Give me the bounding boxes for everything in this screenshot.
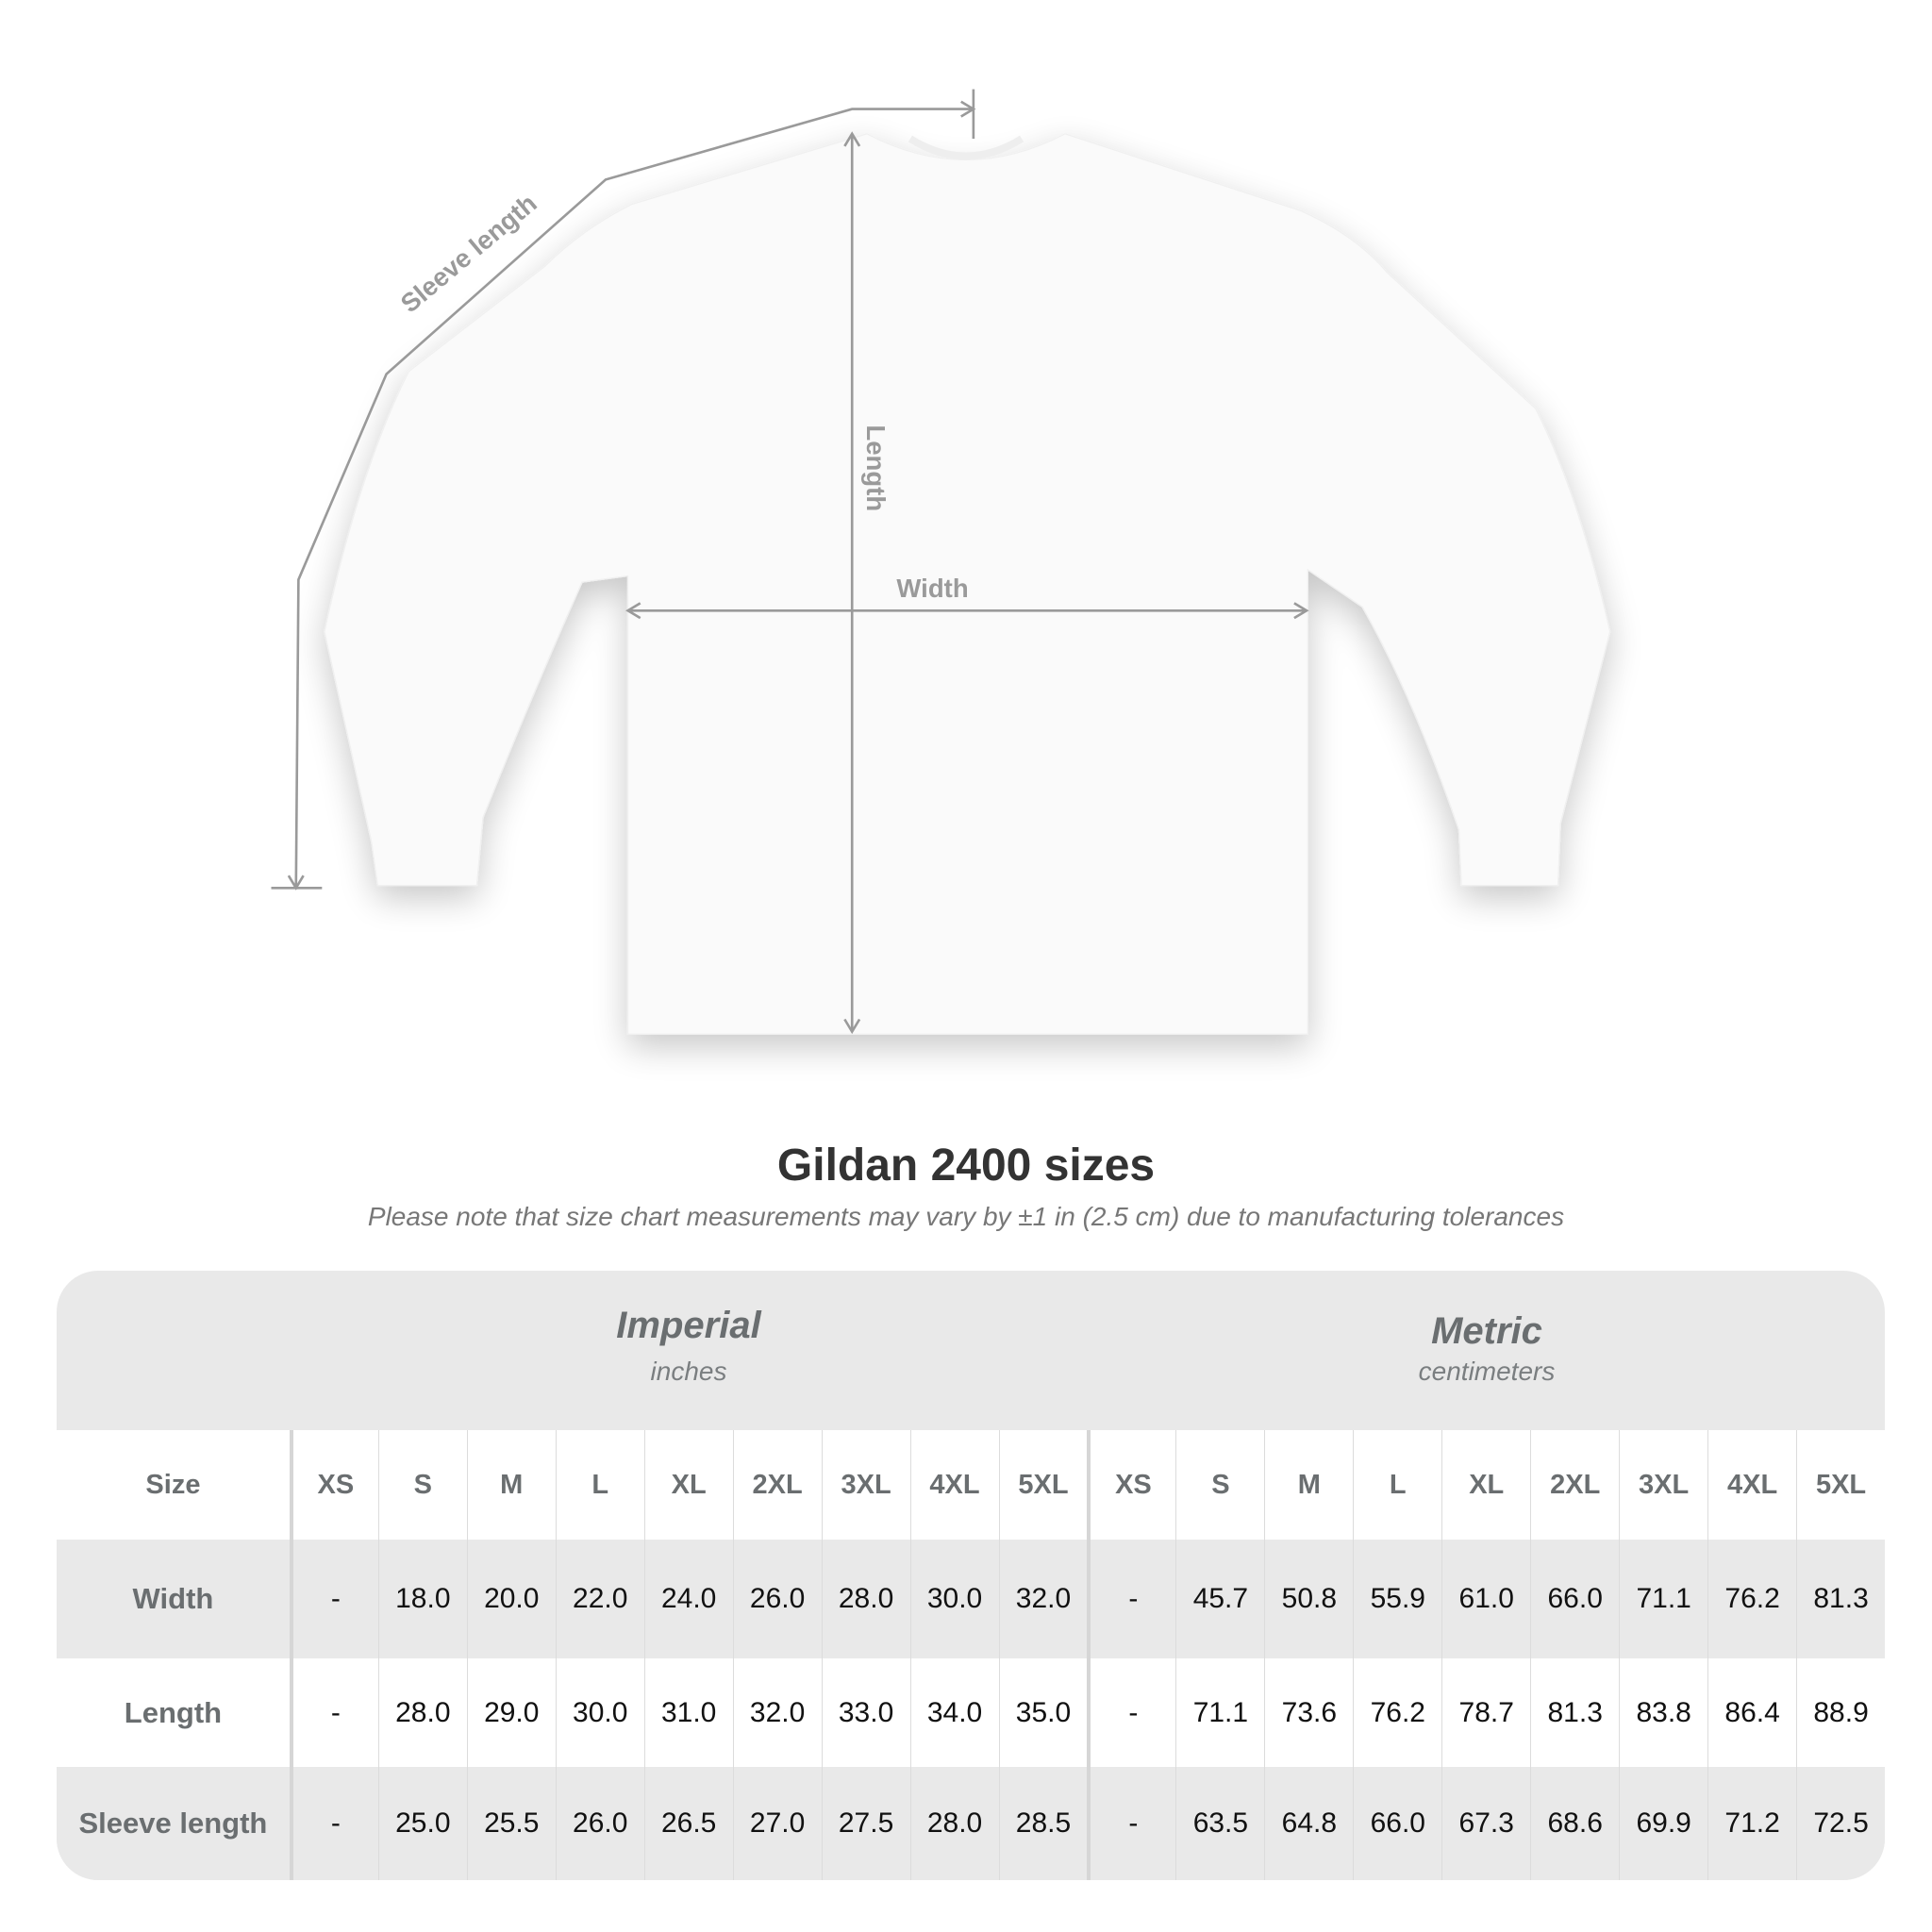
metric-value-cell: 69.9 (1619, 1767, 1707, 1880)
metric-unit: centimeters (1418, 1357, 1556, 1386)
metric-value-cell: 71.1 (1175, 1658, 1264, 1767)
imperial-value-cell: 32.0 (732, 1658, 822, 1767)
metric-value-cell: 72.5 (1796, 1767, 1885, 1880)
size-header-cell: 4XL (909, 1430, 999, 1540)
metric-value-cell: 66.0 (1353, 1767, 1441, 1880)
imperial-value-cell: 32.0 (998, 1540, 1088, 1658)
metric-value-cell: 55.9 (1353, 1540, 1441, 1658)
size-header-cell: L (1353, 1430, 1441, 1540)
table-row: Sleeve length -25.0 25.5 26.0 26.5 27.0 27.5 28… (57, 1767, 1885, 1880)
imperial-value-cell: - (289, 1767, 378, 1880)
imperial-value-cell: - (289, 1540, 378, 1658)
width-label: Width (896, 574, 968, 603)
imperial-value-cell: 28.0 (377, 1658, 467, 1767)
imperial-value-cell: 28.0 (821, 1540, 910, 1658)
metric-header: Metric centimeters (1088, 1271, 1885, 1430)
size-header-row: Size XS S M L XL 2XL 3XL 4XL 5XL XS S M L XL 2XL 3XL 4XL 5… (57, 1430, 1885, 1540)
imperial-title: Imperial (616, 1305, 761, 1346)
tolerance-note: Please note that size chart measurements… (367, 1202, 1565, 1231)
metric-value-cell: 83.8 (1619, 1658, 1707, 1767)
metric-value-cell: 45.7 (1175, 1540, 1264, 1658)
imperial-value-cell: 25.5 (466, 1767, 556, 1880)
imperial-value-cell: 30.0 (909, 1540, 999, 1658)
page-title: Gildan 2400 sizes (776, 1141, 1156, 1191)
metric-value-cell: - (1087, 1658, 1175, 1767)
metric-value-cell: 81.3 (1796, 1540, 1885, 1658)
imperial-header: Imperial inches (290, 1271, 1088, 1430)
size-header-cell: 5XL (998, 1430, 1088, 1540)
imperial-value-cell: 35.0 (998, 1658, 1088, 1767)
metric-value-cell: 88.9 (1796, 1658, 1885, 1767)
size-header-cell: 4XL (1707, 1430, 1796, 1540)
imperial-value-cell: 28.0 (909, 1767, 999, 1880)
shirt-measurement-diagram: Sleeve length Length Width (271, 89, 1611, 1035)
metric-value-cell: - (1087, 1540, 1175, 1658)
long-sleeve-shirt-image (324, 133, 1611, 1035)
imperial-value-cell: 22.0 (555, 1540, 644, 1658)
size-header-cell: XL (1441, 1430, 1530, 1540)
metric-value-cell: 64.8 (1264, 1767, 1353, 1880)
size-chart-table: Imperial inches Metric centimeters Size X… (57, 1271, 1885, 1880)
row-label: Sleeve length (78, 1807, 268, 1840)
metric-value-cell: 81.3 (1530, 1658, 1619, 1767)
metric-value-cell: 73.6 (1264, 1658, 1353, 1767)
size-header-cell: M (466, 1430, 556, 1540)
metric-value-cell: 67.3 (1441, 1767, 1530, 1880)
imperial-unit: inches (650, 1357, 727, 1386)
size-header-cell: XS (289, 1430, 378, 1540)
size-header-cell: 3XL (821, 1430, 910, 1540)
row-label: Width (132, 1582, 214, 1615)
size-header-cell: L (555, 1430, 644, 1540)
length-label: Length (861, 425, 891, 511)
imperial-value-cell: 30.0 (555, 1658, 644, 1767)
size-header-cell: 5XL (1796, 1430, 1885, 1540)
metric-value-cell: 76.2 (1707, 1540, 1796, 1658)
imperial-value-cell: 29.0 (466, 1658, 556, 1767)
imperial-value-cell: - (289, 1658, 378, 1767)
size-header-cell: S (1175, 1430, 1264, 1540)
imperial-value-cell: 25.0 (377, 1767, 467, 1880)
metric-value-cell: 76.2 (1353, 1658, 1441, 1767)
imperial-value-cell: 27.5 (821, 1767, 910, 1880)
metric-value-cell: 68.6 (1530, 1767, 1619, 1880)
metric-value-cell: 50.8 (1264, 1540, 1353, 1658)
imperial-value-cell: 27.0 (732, 1767, 822, 1880)
size-header-cell: XL (643, 1430, 733, 1540)
imperial-value-cell: 34.0 (909, 1658, 999, 1767)
size-header-cell: XS (1087, 1430, 1175, 1540)
size-header-cell: M (1264, 1430, 1353, 1540)
size-header-cell: 2XL (732, 1430, 822, 1540)
imperial-value-cell: 26.0 (732, 1540, 822, 1658)
table-row: Width -18.0 20.0 22.0 24.0 26.0 28.0 30.0 32.0-4… (57, 1540, 1885, 1658)
metric-value-cell: 66.0 (1530, 1540, 1619, 1658)
imperial-value-cell: 26.0 (555, 1767, 644, 1880)
metric-value-cell: 61.0 (1441, 1540, 1530, 1658)
imperial-value-cell: 33.0 (821, 1658, 910, 1767)
metric-value-cell: 78.7 (1441, 1658, 1530, 1767)
size-header-cell: 2XL (1530, 1430, 1619, 1540)
metric-value-cell: 63.5 (1175, 1767, 1264, 1880)
metric-value-cell: 71.2 (1707, 1767, 1796, 1880)
size-header-cell: 3XL (1619, 1430, 1707, 1540)
imperial-value-cell: 31.0 (643, 1658, 733, 1767)
table-row: Length -28.0 29.0 30.0 31.0 32.0 33.0 34.0 35.0-… (57, 1658, 1885, 1767)
size-header-cell: S (377, 1430, 467, 1540)
imperial-value-cell: 20.0 (466, 1540, 556, 1658)
metric-value-cell: - (1087, 1767, 1175, 1880)
imperial-value-cell: 18.0 (377, 1540, 467, 1658)
metric-value-cell: 71.1 (1619, 1540, 1707, 1658)
sleeve-length-line (294, 108, 974, 889)
row-label: Length (124, 1695, 223, 1729)
imperial-value-cell: 28.5 (998, 1767, 1088, 1880)
metric-value-cell: 86.4 (1707, 1658, 1796, 1767)
imperial-value-cell: 24.0 (643, 1540, 733, 1658)
row-label: Size (145, 1469, 201, 1500)
metric-title: Metric (1431, 1310, 1542, 1352)
imperial-value-cell: 26.5 (643, 1767, 733, 1880)
